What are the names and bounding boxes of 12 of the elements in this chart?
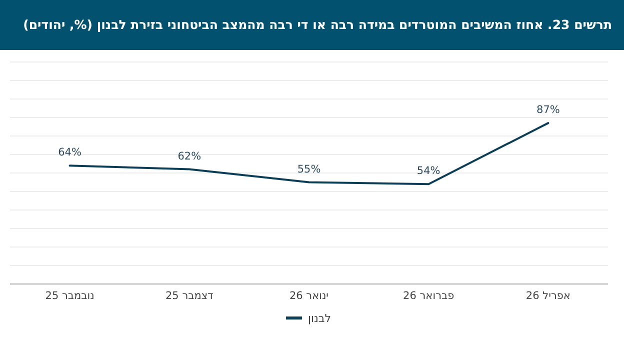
value-label: 87%	[536, 104, 560, 116]
title: תרשים 23. אחוז המשיבים המוטרדים במידה רבה או די רבה מהמצב הביטחוני בזירת לבנון (%, יהודים)	[23, 17, 612, 32]
x-tick-label: ינואר 26	[289, 290, 329, 302]
value-label: 62%	[178, 150, 202, 162]
legend-label: לבנון	[308, 312, 332, 325]
value-label: 55%	[297, 163, 321, 176]
x-tick-label: דצמבר 25	[165, 290, 214, 302]
x-tick-label: נובמבר 25	[45, 290, 94, 302]
value-label: 64%	[58, 146, 82, 159]
value-label: 54%	[416, 165, 440, 178]
x-tick-label: פברואר 26	[403, 290, 454, 302]
x-tick-label: אפריל 26	[526, 290, 570, 302]
